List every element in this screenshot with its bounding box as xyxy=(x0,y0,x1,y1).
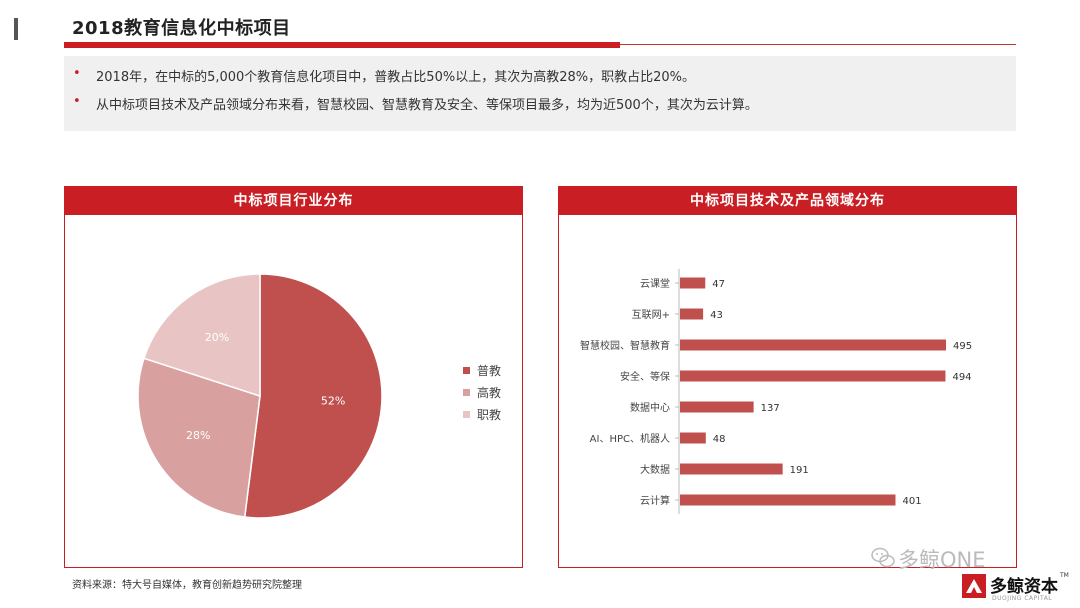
bullet-dot: • xyxy=(73,66,81,81)
bar-category-label: AI、HPC、机器人 xyxy=(590,432,670,445)
title-underline-accent xyxy=(64,42,620,48)
bar-category-label: 数据中心 xyxy=(630,401,670,414)
brand-name: 多鲸资本 xyxy=(990,577,1058,597)
summary-box: • 2018年，在中标的5,000个教育信息化项目中，普教占比50%以上，其次为… xyxy=(64,56,1016,131)
bar-value-label: 137 xyxy=(761,403,780,414)
bar xyxy=(680,370,946,382)
pie-chart-title: 中标项目行业分布 xyxy=(65,187,522,215)
bar-value-label: 47 xyxy=(712,279,725,290)
legend-swatch xyxy=(463,367,470,374)
legend-label: 高教 xyxy=(477,385,501,400)
wechat-icon xyxy=(871,547,895,568)
legend-label: 普教 xyxy=(477,363,501,378)
bar-chart-panel: 中标项目技术及产品领域分布 云课堂 47 互联网+ 43 智慧校园、智慧教育 495 安全、… xyxy=(558,186,1017,568)
bar-category-label: 云课堂 xyxy=(640,278,670,290)
pie-data-label: 52% xyxy=(321,395,345,408)
summary-text: 2018年，在中标的5,000个教育信息化项目中，普教占比50%以上，其次为高教… xyxy=(96,70,695,85)
watermark-text: 多鲸ONE xyxy=(898,548,986,572)
bar-category-label: 智慧校园、智慧教育 xyxy=(580,339,670,352)
source-note: 资料来源：特大号自媒体，教育创新趋势研究院整理 xyxy=(72,580,302,591)
bar-value-label: 494 xyxy=(952,372,971,383)
bar-value-label: 495 xyxy=(953,341,972,352)
bar-category-label: 大数据 xyxy=(640,463,670,476)
pie-slice xyxy=(243,273,383,519)
pie-data-label: 28% xyxy=(186,429,210,442)
bar xyxy=(680,463,783,475)
pie-chart-panel: 中标项目行业分布 52% 28% 20% 普教高教职教 xyxy=(64,186,523,568)
pie-data-label: 20% xyxy=(205,331,229,344)
bar xyxy=(680,277,706,289)
bar-value-label: 43 xyxy=(710,310,723,321)
legend-label: 职教 xyxy=(477,407,501,422)
brand-subtitle: DUOJING CAPITAL xyxy=(992,595,1053,602)
legend-swatch xyxy=(463,411,470,418)
bar-category-label: 互联网+ xyxy=(632,309,670,321)
bar xyxy=(680,401,754,413)
bar-value-label: 401 xyxy=(902,496,921,507)
bar xyxy=(680,339,946,351)
bar-chart-title: 中标项目技术及产品领域分布 xyxy=(559,187,1016,215)
pie-slice xyxy=(137,357,261,518)
legend-swatch xyxy=(463,389,470,396)
bar-value-label: 48 xyxy=(713,434,726,445)
brand-logo-icon xyxy=(962,574,986,598)
bar xyxy=(680,494,896,506)
pie-slice xyxy=(143,273,261,398)
bar-value-label: 191 xyxy=(790,465,809,476)
bar xyxy=(680,308,704,320)
brand-trademark: TM xyxy=(1060,572,1069,579)
left-marker xyxy=(14,18,18,40)
summary-text: 从中标项目技术及产品领域分布来看，智慧校园、智慧教育及安全、等保项目最多，均为近… xyxy=(96,98,758,113)
page-title: 2018教育信息化中标项目 xyxy=(72,18,291,39)
bar-category-label: 云计算 xyxy=(640,494,670,507)
bullet-dot: • xyxy=(73,94,81,109)
bar-category-label: 安全、等保 xyxy=(620,370,670,383)
bar-chart: 云课堂 47 互联网+ 43 智慧校园、智慧教育 495 安全、等保 494 数据中心 137 AI… xyxy=(580,269,972,514)
bar xyxy=(680,432,706,444)
